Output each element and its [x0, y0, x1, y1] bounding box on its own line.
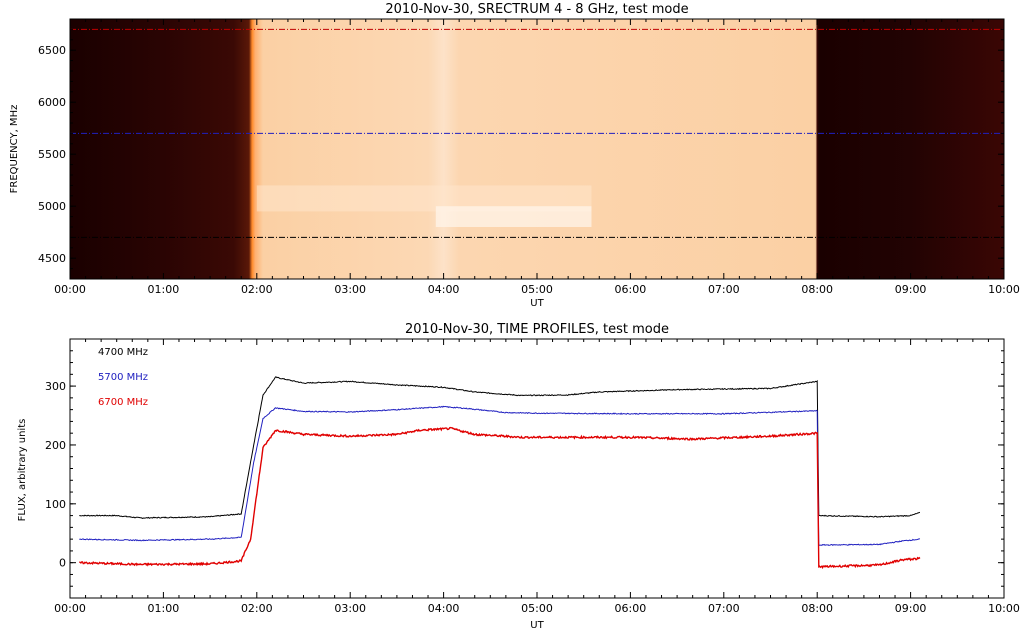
- spectrum-x-tick-label: 05:00: [521, 283, 553, 296]
- profiles-title: 2010-Nov-30, TIME PROFILES, test mode: [405, 322, 669, 337]
- spectrum-x-tick-label: 06:00: [615, 283, 647, 296]
- profiles-x-tick-label: 00:00: [54, 602, 86, 615]
- profiles-frame: [69, 338, 1005, 599]
- profiles-x-tick-label: 05:00: [521, 602, 553, 615]
- profiles-x-tick-label: 01:00: [148, 602, 180, 615]
- profiles-legend-label: 4700 MHz: [98, 347, 148, 358]
- spectrum-x-tick-label: 03:00: [334, 283, 366, 296]
- profiles-y-tick-label: 100: [45, 498, 66, 511]
- spectrum-x-tick-label: 02:00: [241, 283, 273, 296]
- spectrum-x-tick-label: 08:00: [801, 283, 833, 296]
- profiles-x-tick-label: 09:00: [895, 602, 927, 615]
- profiles-x-tick-label: 07:00: [708, 602, 740, 615]
- profiles-legend-label: 6700 MHz: [98, 397, 148, 408]
- spectrum-y-axis-label: FREQUENCY, MHz: [9, 105, 20, 194]
- profiles-x-tick-label: 10:00: [988, 602, 1020, 615]
- spectrum-y-tick-label: 6500: [38, 44, 66, 57]
- spectrum-bright-feature: [435, 206, 592, 227]
- spectrum-x-tick-label: 09:00: [895, 283, 927, 296]
- profiles-x-tick-label: 06:00: [615, 602, 647, 615]
- spectrum-y-tick-label: 6000: [38, 96, 66, 109]
- profiles-x-tick-label: 08:00: [801, 602, 833, 615]
- spectrum-title: 2010-Nov-30, SRECTRUM 4 - 8 GHz, test mo…: [385, 2, 688, 17]
- profiles-x-tick-label: 03:00: [334, 602, 366, 615]
- spectrum-x-axis-label: UT: [530, 298, 544, 309]
- profiles-panel: 2010-Nov-30, TIME PROFILES, test mode 00…: [17, 322, 1020, 631]
- spectrum-x-tick-label: 01:00: [148, 283, 180, 296]
- spectrum-x-tick-label: 10:00: [988, 283, 1020, 296]
- spectrum-heatmap: [70, 19, 1004, 279]
- spectrum-y-tick-label: 5500: [38, 148, 66, 161]
- spectrum-background: [70, 19, 1004, 279]
- spectrum-x-tick-label: 00:00: [54, 283, 86, 296]
- profiles-y-tick-label: 200: [45, 439, 66, 452]
- spectrum-x-tick-label: 07:00: [708, 283, 740, 296]
- spectrum-x-tick-label: 04:00: [428, 283, 460, 296]
- profile-series-line: [79, 405, 921, 547]
- profiles-x-tick-label: 04:00: [428, 602, 460, 615]
- profile-series-line: [79, 376, 921, 519]
- spectrum-panel: 2010-Nov-30, SRECTRUM 4 - 8 GHz, test mo…: [9, 2, 1020, 309]
- profiles-y-tick-label: 300: [45, 380, 66, 393]
- profiles-y-tick-label: 0: [59, 557, 66, 570]
- profiles-x-tick-label: 02:00: [241, 602, 273, 615]
- profiles-x-axis-label: UT: [530, 620, 544, 631]
- spectrum-y-tick-label: 4500: [38, 252, 66, 265]
- profile-series-line: [78, 426, 921, 570]
- spectrum-y-tick-label: 5000: [38, 200, 66, 213]
- profiles-y-axis-label: FLUX, arbitrary units: [17, 419, 28, 522]
- profiles-legend-label: 5700 MHz: [98, 372, 148, 383]
